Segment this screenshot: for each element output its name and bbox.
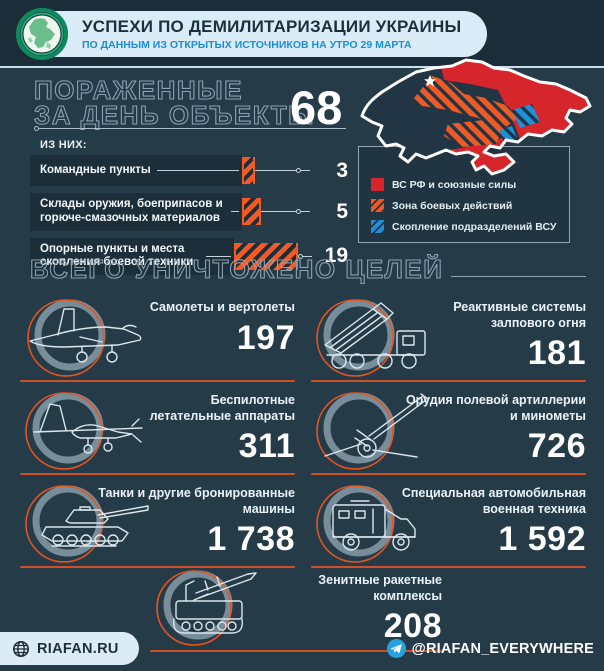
sam-icon (156, 570, 257, 646)
accent-underline (20, 566, 295, 568)
daily-row-label: Опорные пункты и места скопления боевой … (40, 242, 194, 269)
stat-card-artillery: Орудия полевой артиллерии и минометы 726 (311, 384, 586, 475)
stat-value: 208 (383, 607, 442, 646)
capital-star-icon (424, 75, 436, 87)
header-band: УСПЕХИ ПО ДЕМИЛИТАРИЗАЦИИ УКРАИНЫ ПО ДАН… (0, 0, 604, 68)
orange-hatch-swatch-icon (371, 199, 384, 212)
accent-underline (311, 380, 586, 382)
stat-label: Танки и другие бронированные машины (98, 486, 295, 516)
stat-label: Зенитные ракетные комплексы (318, 573, 442, 603)
legend-item: ВС РФ и союзные силы (371, 178, 556, 191)
accent-underline (311, 473, 586, 475)
stat-label: Реактивные системы залпового огня (453, 300, 586, 330)
legend-item: Зона боевых действий (371, 199, 556, 212)
stat-value: 726 (527, 427, 586, 466)
daily-divider (34, 126, 346, 131)
daily-row-value: 5 (336, 199, 348, 223)
daily-total-value: 68 (290, 81, 343, 134)
stat-label: Самолеты и вертолеты (149, 300, 295, 314)
stat-value: 197 (236, 318, 295, 357)
stat-label: Орудия полевой артиллерии и минометы (405, 393, 586, 423)
destroyed-grid: Самолеты и вертолеты 197 Реактивные сист… (20, 291, 586, 568)
stat-card-drone: Беспилотные летательные аппараты 311 (20, 384, 295, 475)
artillery-icon (316, 392, 429, 470)
site-label: RIAFAN.RU (37, 640, 119, 657)
legend-item: Скопление подразделений ВСУ (371, 220, 556, 233)
map-legend-panel: ВС РФ и союзные силы Зона боевых действи… (358, 146, 570, 243)
stat-value: 1 592 (498, 520, 586, 559)
daily-row: Опорные пункты и места скопления боевой … (30, 237, 348, 276)
stat-value: 181 (527, 334, 586, 373)
accent-underline (20, 380, 295, 382)
stat-card-tank: Танки и другие бронированные машины 1 73… (20, 477, 295, 568)
daily-row-label: Склады оружия, боеприпасов и горюче-смаз… (40, 198, 223, 224)
website-globe-icon (13, 640, 29, 657)
hatched-bar (242, 198, 261, 226)
ukraine-map (360, 58, 592, 176)
daily-row-value: 19 (324, 244, 348, 268)
hatched-bar (233, 242, 298, 270)
blue-hatch-swatch-icon (371, 220, 384, 233)
daily-row-value: 3 (336, 158, 348, 182)
site-link[interactable]: RIAFAN.RU (0, 632, 139, 665)
telegram-handle: @RIAFAN_EVERYWHERE (411, 640, 594, 657)
daily-rows: Командные пункты 3 Склады оружия, боепри… (30, 155, 348, 276)
header-pill: УСПЕХИ ПО ДЕМИЛИТАРИЗАЦИИ УКРАИНЫ ПО ДАН… (40, 11, 488, 57)
accent-underline (150, 650, 442, 652)
armored-truck-icon (316, 485, 416, 563)
drone-icon (25, 392, 143, 470)
destroyed-section-title: ВСЕГО УНИЧТОЖЕНО ЦЕЛЕЙ (29, 255, 586, 283)
stat-card-sam: Зенитные ракетные комплексы 208 (150, 567, 442, 652)
stat-card-armored-truck: Специальная автомобильная военная техник… (311, 477, 586, 568)
of-which-label: ИЗ НИХ: (40, 139, 87, 151)
tank-icon (25, 485, 149, 563)
jet-icon (27, 299, 142, 377)
stat-card-aircraft: Самолеты и вертолеты 197 (20, 291, 295, 382)
hatched-bar (242, 157, 255, 184)
stat-value: 311 (238, 427, 295, 466)
stat-label: Беспилотные летательные аппараты (149, 393, 295, 423)
telegram-icon (386, 639, 406, 658)
daily-row-label: Командные пункты (40, 163, 151, 176)
mlrs-icon (316, 299, 426, 377)
red-swatch-icon (371, 178, 384, 191)
page-subtitle: ПО ДАННЫМ ИЗ ОТКРЫТЫХ ИСТОЧНИКОВ НА УТРО… (82, 39, 412, 51)
accent-underline (20, 473, 295, 475)
stat-label: Специальная автомобильная военная техник… (401, 486, 586, 516)
globe-logo-icon (16, 8, 68, 60)
page-title: УСПЕХИ ПО ДЕМИЛИТАРИЗАЦИИ УКРАИНЫ (82, 17, 462, 36)
daily-section-title: ПОРАЖЕННЫЕ ЗА ДЕНЬ ОБЪЕКТЫ (33, 75, 316, 130)
daily-row: Командные пункты 3 (30, 155, 348, 186)
telegram-link[interactable]: @RIAFAN_EVERYWHERE (386, 639, 594, 658)
stat-value: 1 738 (207, 520, 295, 559)
daily-row: Склады оружия, боеприпасов и горюче-смаз… (30, 193, 348, 231)
accent-underline (311, 566, 586, 568)
stat-card-mlrs: Реактивные системы залпового огня 181 (311, 291, 586, 382)
